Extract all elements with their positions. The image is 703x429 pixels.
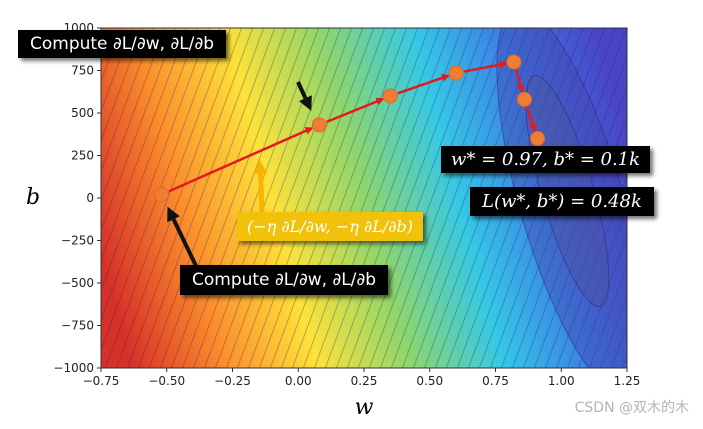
contour-line: [101, 28, 199, 292]
path-step-arrow: [168, 126, 314, 193]
contour-line: [670, 8, 703, 388]
contour-line: [170, 28, 298, 368]
contour-line: [599, 294, 627, 368]
contour-line: [379, 28, 507, 368]
contour-line: [566, 204, 627, 368]
contour-line: [280, 28, 408, 368]
path-step-arrow: [525, 106, 537, 133]
optimum-loss-label: L(w*, b*) = 0.48k: [470, 187, 654, 216]
contour-line: [126, 28, 254, 368]
contour-line: [159, 28, 287, 368]
contour-line: [692, 8, 703, 388]
contour-line: [0, 8, 7, 388]
contour-line: [101, 28, 155, 173]
pointer-arrow-top: [296, 81, 312, 111]
path-point: [516, 91, 532, 107]
contour-line: [291, 28, 419, 368]
x-tick-label: 0.75: [482, 374, 509, 388]
contour-line: [148, 28, 276, 368]
update-step-label: (−η ∂L/∂w, −η ∂L/∂b): [237, 212, 423, 241]
path-point: [506, 54, 522, 70]
contour-line: [247, 28, 375, 368]
contour-line: [225, 28, 353, 368]
x-tick-label: −0.25: [214, 374, 251, 388]
contour-lines: [0, 8, 703, 388]
contour-line: [588, 264, 627, 368]
path-point: [311, 117, 327, 133]
y-tick-label: 500: [71, 106, 94, 120]
contour-line: [0, 8, 29, 388]
path-point: [382, 88, 398, 104]
contour-line: [681, 8, 703, 388]
y-tick-label: −250: [61, 234, 94, 248]
x-tick-label: −0.75: [83, 374, 120, 388]
contour-line: [269, 28, 397, 368]
x-tick-label: 0.00: [285, 374, 312, 388]
path-point: [448, 65, 464, 81]
contour-line: [236, 28, 364, 368]
y-axis-label: b: [26, 185, 40, 210]
contour-line: [324, 28, 452, 368]
contour-line: [181, 28, 309, 368]
contour-line: [192, 28, 320, 368]
compute-gradient-label-bottom: Compute ∂L/∂w, ∂L/∂b: [180, 265, 388, 295]
contour-line: [101, 28, 144, 143]
watermark: CSDN @双木的木: [574, 400, 689, 416]
contour-line: [101, 28, 133, 113]
contour-line: [302, 28, 430, 368]
x-tick-label: 1.25: [614, 374, 641, 388]
contour-line: [101, 28, 188, 262]
y-tick-label: 0: [86, 191, 94, 205]
x-tick-label: 1.00: [548, 374, 575, 388]
y-tick-label: 250: [71, 149, 94, 163]
compute-gradient-label-top: Compute ∂L/∂w, ∂L/∂b: [18, 30, 226, 58]
contour-line: [659, 8, 703, 388]
contour-line: [577, 234, 627, 368]
pointer-arrow-bottom: [167, 206, 198, 267]
path-step-arrow: [514, 69, 525, 94]
contour-line: [101, 28, 177, 233]
path-step-arrow: [463, 60, 508, 73]
contour-line: [203, 28, 331, 368]
x-axis-label: w: [355, 395, 374, 420]
y-tick-label: 750: [71, 64, 94, 78]
y-tick-label: −500: [61, 276, 94, 290]
path-point: [530, 131, 546, 146]
contour-line: [115, 28, 243, 368]
contour-line: [313, 28, 441, 368]
optimum-parameters-label: w* = 0.97, b* = 0.1k: [441, 146, 651, 173]
path-step-arrow: [326, 97, 385, 124]
contour-line: [137, 28, 265, 368]
contour-line: [101, 28, 210, 322]
y-tick-label: −1000: [53, 361, 94, 375]
step-pointer-arrow: [253, 160, 268, 214]
contour-line: [101, 28, 122, 83]
y-tick-label: −750: [61, 319, 94, 333]
contour-line: [335, 28, 463, 368]
path-point: [153, 187, 169, 203]
x-tick-label: 0.25: [351, 374, 378, 388]
contour-line: [648, 8, 703, 388]
contour-line: [390, 28, 518, 368]
x-tick-label: 0.50: [416, 374, 443, 388]
contour-line: [258, 28, 386, 368]
path-step-arrow: [397, 74, 450, 95]
contour-line: [368, 28, 496, 368]
contour-line: [0, 8, 18, 388]
contour-line: [101, 28, 166, 203]
contour-line: [214, 28, 342, 368]
x-tick-label: −0.50: [148, 374, 185, 388]
contour-line: [401, 28, 529, 368]
